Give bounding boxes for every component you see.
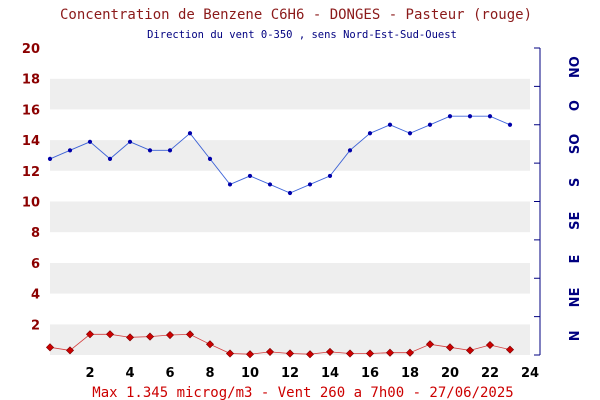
wind-point [367, 131, 373, 136]
concentration-point [45, 343, 55, 352]
concentration-point [85, 330, 95, 339]
wind-direction-label: SO [568, 134, 583, 154]
wind-point [287, 190, 293, 196]
wind-point [47, 156, 53, 161]
concentration-point [285, 349, 295, 358]
concentration-point [105, 330, 115, 339]
wind-direction-series [47, 114, 513, 196]
x-tick-label: 24 [521, 366, 539, 381]
grid-band [50, 140, 530, 171]
concentration-series [45, 330, 515, 359]
wind-direction-label: E [568, 255, 583, 264]
x-tick-label: 2 [85, 366, 94, 381]
y-tick-label: 16 [22, 103, 40, 118]
grid-band [50, 201, 530, 233]
wind-direction-label: NO [568, 56, 583, 78]
wind-point [267, 182, 273, 187]
x-tick-label: 4 [125, 366, 134, 381]
y-tick-label: 4 [31, 288, 40, 303]
x-tick-label: 8 [205, 366, 214, 381]
grid-band [50, 232, 530, 263]
x-tick-label: 16 [361, 366, 379, 381]
wind-series-line [49, 115, 511, 194]
y-tick-label: 10 [22, 196, 40, 211]
concentration-point [225, 349, 235, 358]
chart-footer: Max 1.345 microg/m3 - Vent 260 a 7h00 - … [92, 385, 513, 400]
chart-title: Concentration de Benzene C6H6 - DONGES -… [60, 7, 532, 23]
wind-point [227, 182, 233, 187]
concentration-point [345, 349, 355, 358]
x-axis-ticks: 2 4 6 8 10 12 14 16 18 20 22 24 [85, 366, 539, 381]
concentration-point [385, 348, 395, 357]
x-tick-label: 14 [321, 366, 339, 381]
wind-direction-label: O [568, 100, 583, 111]
concentration-point [185, 330, 195, 339]
wind-point [387, 122, 393, 127]
grid-band [50, 48, 530, 79]
wind-point [447, 114, 453, 119]
wind-point [127, 139, 133, 144]
wind-direction-axis [534, 47, 541, 356]
wind-point [247, 173, 253, 179]
wind-point [187, 131, 193, 136]
y-tick-label: 12 [22, 165, 40, 180]
wind-point [507, 122, 513, 127]
x-tick-label: 22 [481, 366, 499, 381]
wind-direction-label: NE [568, 288, 583, 308]
wind-point [407, 131, 413, 136]
concentration-point [465, 346, 475, 355]
wind-direction-label: N [568, 330, 583, 341]
concentration-point [365, 349, 375, 358]
y-tick-label: 20 [22, 42, 40, 57]
concentration-point [425, 340, 435, 349]
wind-direction-label: SE [568, 212, 583, 230]
wind-point [487, 114, 493, 119]
concentration-point [505, 345, 515, 354]
grid-band [50, 293, 530, 325]
concentration-point [265, 347, 275, 356]
grid-band [50, 262, 530, 294]
wind-point [307, 182, 313, 187]
wind-point [467, 114, 473, 119]
grid-band [50, 170, 530, 202]
concentration-point [165, 331, 175, 340]
wind-point [427, 122, 433, 127]
x-tick-label: 6 [165, 366, 174, 381]
wind-point [167, 148, 173, 153]
concentration-point [305, 350, 315, 359]
y-tick-label: 18 [22, 73, 40, 88]
x-tick-label: 12 [281, 366, 299, 381]
wind-point [87, 139, 93, 144]
y-tick-label: 14 [22, 134, 40, 149]
grid-band [50, 78, 530, 110]
y-axis-ticks: 2 4 6 8 10 12 14 16 18 20 [22, 42, 40, 333]
x-tick-label: 10 [241, 366, 259, 381]
concentration-point [145, 332, 155, 341]
concentration-point [485, 340, 495, 350]
wind-point [107, 156, 113, 161]
wind-point [327, 173, 333, 179]
concentration-point [245, 350, 255, 359]
concentration-point [125, 333, 135, 342]
wind-point [147, 148, 153, 153]
grid-band [50, 109, 530, 141]
concentration-point [325, 347, 335, 356]
y-tick-label: 8 [31, 226, 40, 241]
concentration-point [445, 343, 455, 352]
concentration-point [205, 340, 215, 349]
x-tick-label: 20 [441, 366, 459, 381]
wind-point [347, 148, 353, 153]
concentration-point [405, 348, 415, 357]
wind-direction-labels: N NE E SE S SO O NO [568, 56, 583, 341]
concentration-point [65, 346, 75, 355]
wind-point [67, 148, 73, 153]
background-bands [50, 48, 530, 355]
chart-subtitle: Direction du vent 0-350 , sens Nord-Est-… [147, 29, 457, 41]
y-tick-label: 6 [31, 257, 40, 272]
x-tick-label: 18 [401, 366, 419, 381]
y-tick-label: 2 [31, 318, 40, 333]
wind-point [207, 156, 213, 161]
wind-direction-label: S [568, 178, 583, 187]
